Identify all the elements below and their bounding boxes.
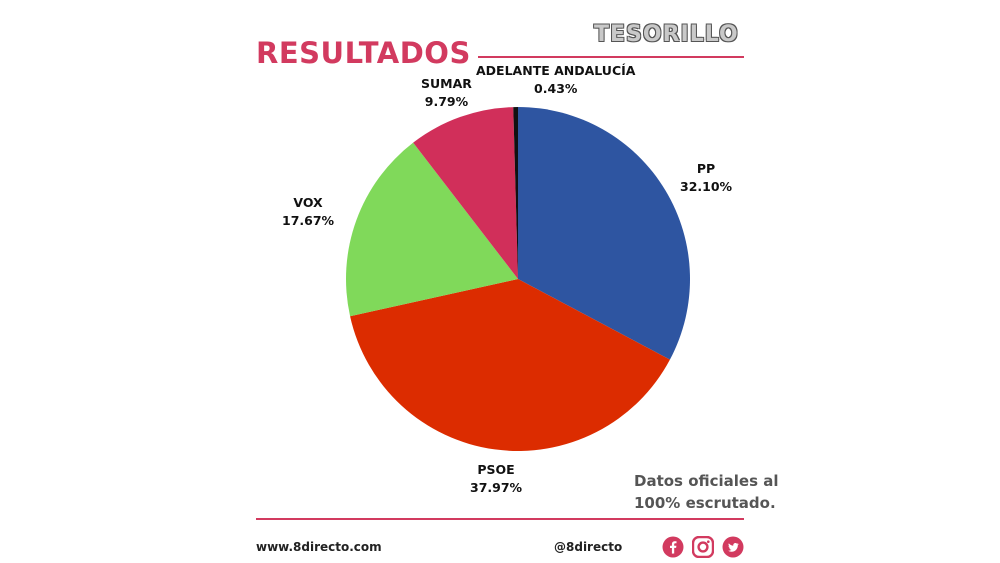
slice-name: VOX	[293, 195, 323, 210]
pie-slice-sumar	[413, 107, 518, 279]
slice-name: PP	[696, 161, 716, 176]
instagram-icon[interactable]	[691, 535, 715, 559]
facebook-icon[interactable]	[662, 536, 684, 558]
slice-label-vox: VOX 17.67%	[282, 194, 334, 230]
slice-value: 17.67%	[282, 213, 335, 228]
website-link[interactable]: www.8directo.com	[256, 540, 382, 554]
header-divider	[478, 56, 744, 58]
slice-value: 0.43%	[534, 81, 578, 96]
slice-name: PSOE	[477, 462, 515, 477]
social-handle: @8directo	[554, 540, 623, 554]
slice-label-sumar: SUMAR 9.79%	[421, 75, 472, 111]
pie-slice-vox	[346, 142, 518, 317]
slice-name: SUMAR	[421, 76, 472, 91]
slice-value: 9.79%	[424, 94, 469, 109]
pie-slice-adelante-andaluc-a	[513, 107, 518, 279]
data-note: Datos oficiales al 100% escrutado.	[634, 470, 779, 514]
slice-value: 37.97%	[470, 480, 523, 495]
brand-logo-text: TESORILLO	[594, 22, 739, 47]
footer-divider	[256, 518, 744, 520]
note-line-1: Datos oficiales al	[634, 472, 779, 490]
pie-slice-pp	[518, 107, 690, 360]
social-icons	[662, 535, 744, 559]
slice-label-psoe: PSOE 37.97%	[470, 461, 522, 497]
twitter-icon[interactable]	[722, 536, 744, 558]
pie-slice-psoe	[350, 279, 670, 451]
slice-label-pp: PP 32.10%	[680, 160, 732, 196]
slice-value: 32.10%	[680, 179, 733, 194]
chart-title: RESULTADOS	[256, 36, 471, 70]
slice-label-adelante: ADELANTE ANDALUCÍA 0.43%	[476, 62, 635, 98]
note-line-2: 100% escrutado.	[634, 494, 776, 512]
slice-name: ADELANTE ANDALUCÍA	[476, 63, 636, 78]
